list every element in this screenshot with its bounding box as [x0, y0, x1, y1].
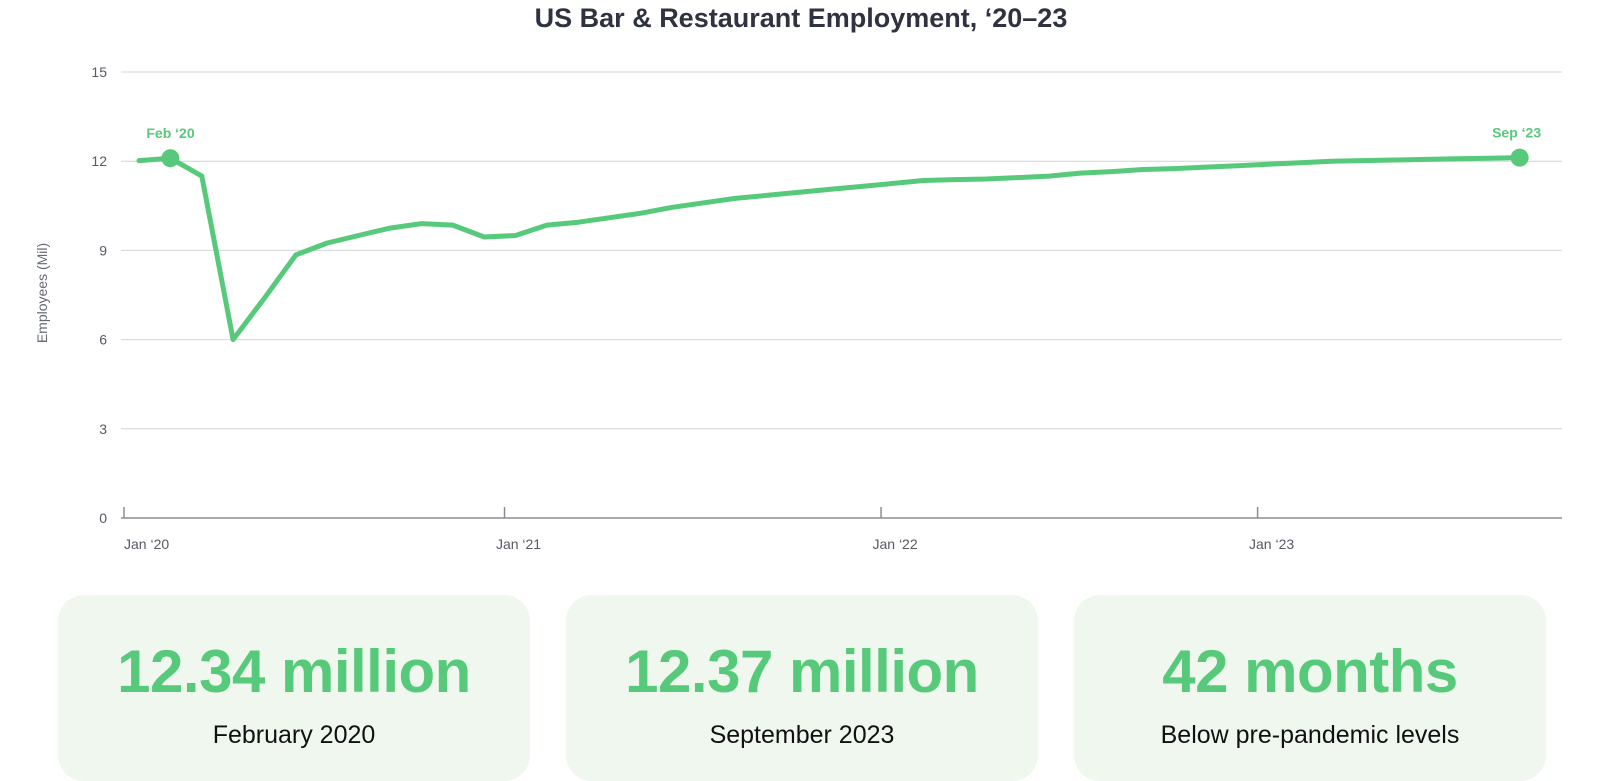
stat-card-sep-2023: 12.37 million September 2023 — [566, 595, 1038, 781]
y-tick-label: 0 — [99, 510, 107, 526]
y-tick-label: 6 — [99, 332, 107, 348]
stat-card-feb-2020: 12.34 million February 2020 — [58, 595, 530, 781]
x-tick-label: Jan ‘22 — [872, 536, 917, 552]
x-tick-label: Jan ‘20 — [124, 536, 169, 552]
highlight-label: Feb ‘20 — [146, 125, 194, 141]
y-axis-label: Employees (Mil) — [34, 243, 50, 343]
stat-label: September 2023 — [709, 721, 895, 749]
stat-label: February 2020 — [212, 721, 376, 749]
highlight-point — [161, 149, 180, 168]
y-tick-label: 9 — [99, 242, 107, 258]
employment-line-chart: 0 3 6 9 12 15 Jan ‘20 Jan ‘21 Jan ‘22 Jan ‘23 Empl… — [34, 64, 1562, 552]
employment-series-line — [136, 155, 1523, 343]
y-tick-label: 3 — [99, 421, 107, 437]
highlight-point — [1510, 148, 1529, 167]
stat-card-months-below: 42 months Below pre-pandemic levels — [1074, 595, 1546, 781]
stat-value: 42 months — [1162, 638, 1458, 705]
y-tick-label: 12 — [91, 153, 107, 169]
x-tick-label: Jan ‘21 — [496, 536, 541, 552]
stat-value: 12.37 million — [625, 638, 979, 705]
chart-title: US Bar & Restaurant Employment, ‘20–23 — [534, 3, 1068, 33]
y-tick-label: 15 — [91, 64, 107, 80]
stat-label: Below pre-pandemic levels — [1160, 721, 1460, 749]
stat-value: 12.34 million — [117, 638, 471, 705]
highlight-label: Sep ‘23 — [1492, 125, 1541, 141]
x-tick-label: Jan ‘23 — [1249, 536, 1294, 552]
